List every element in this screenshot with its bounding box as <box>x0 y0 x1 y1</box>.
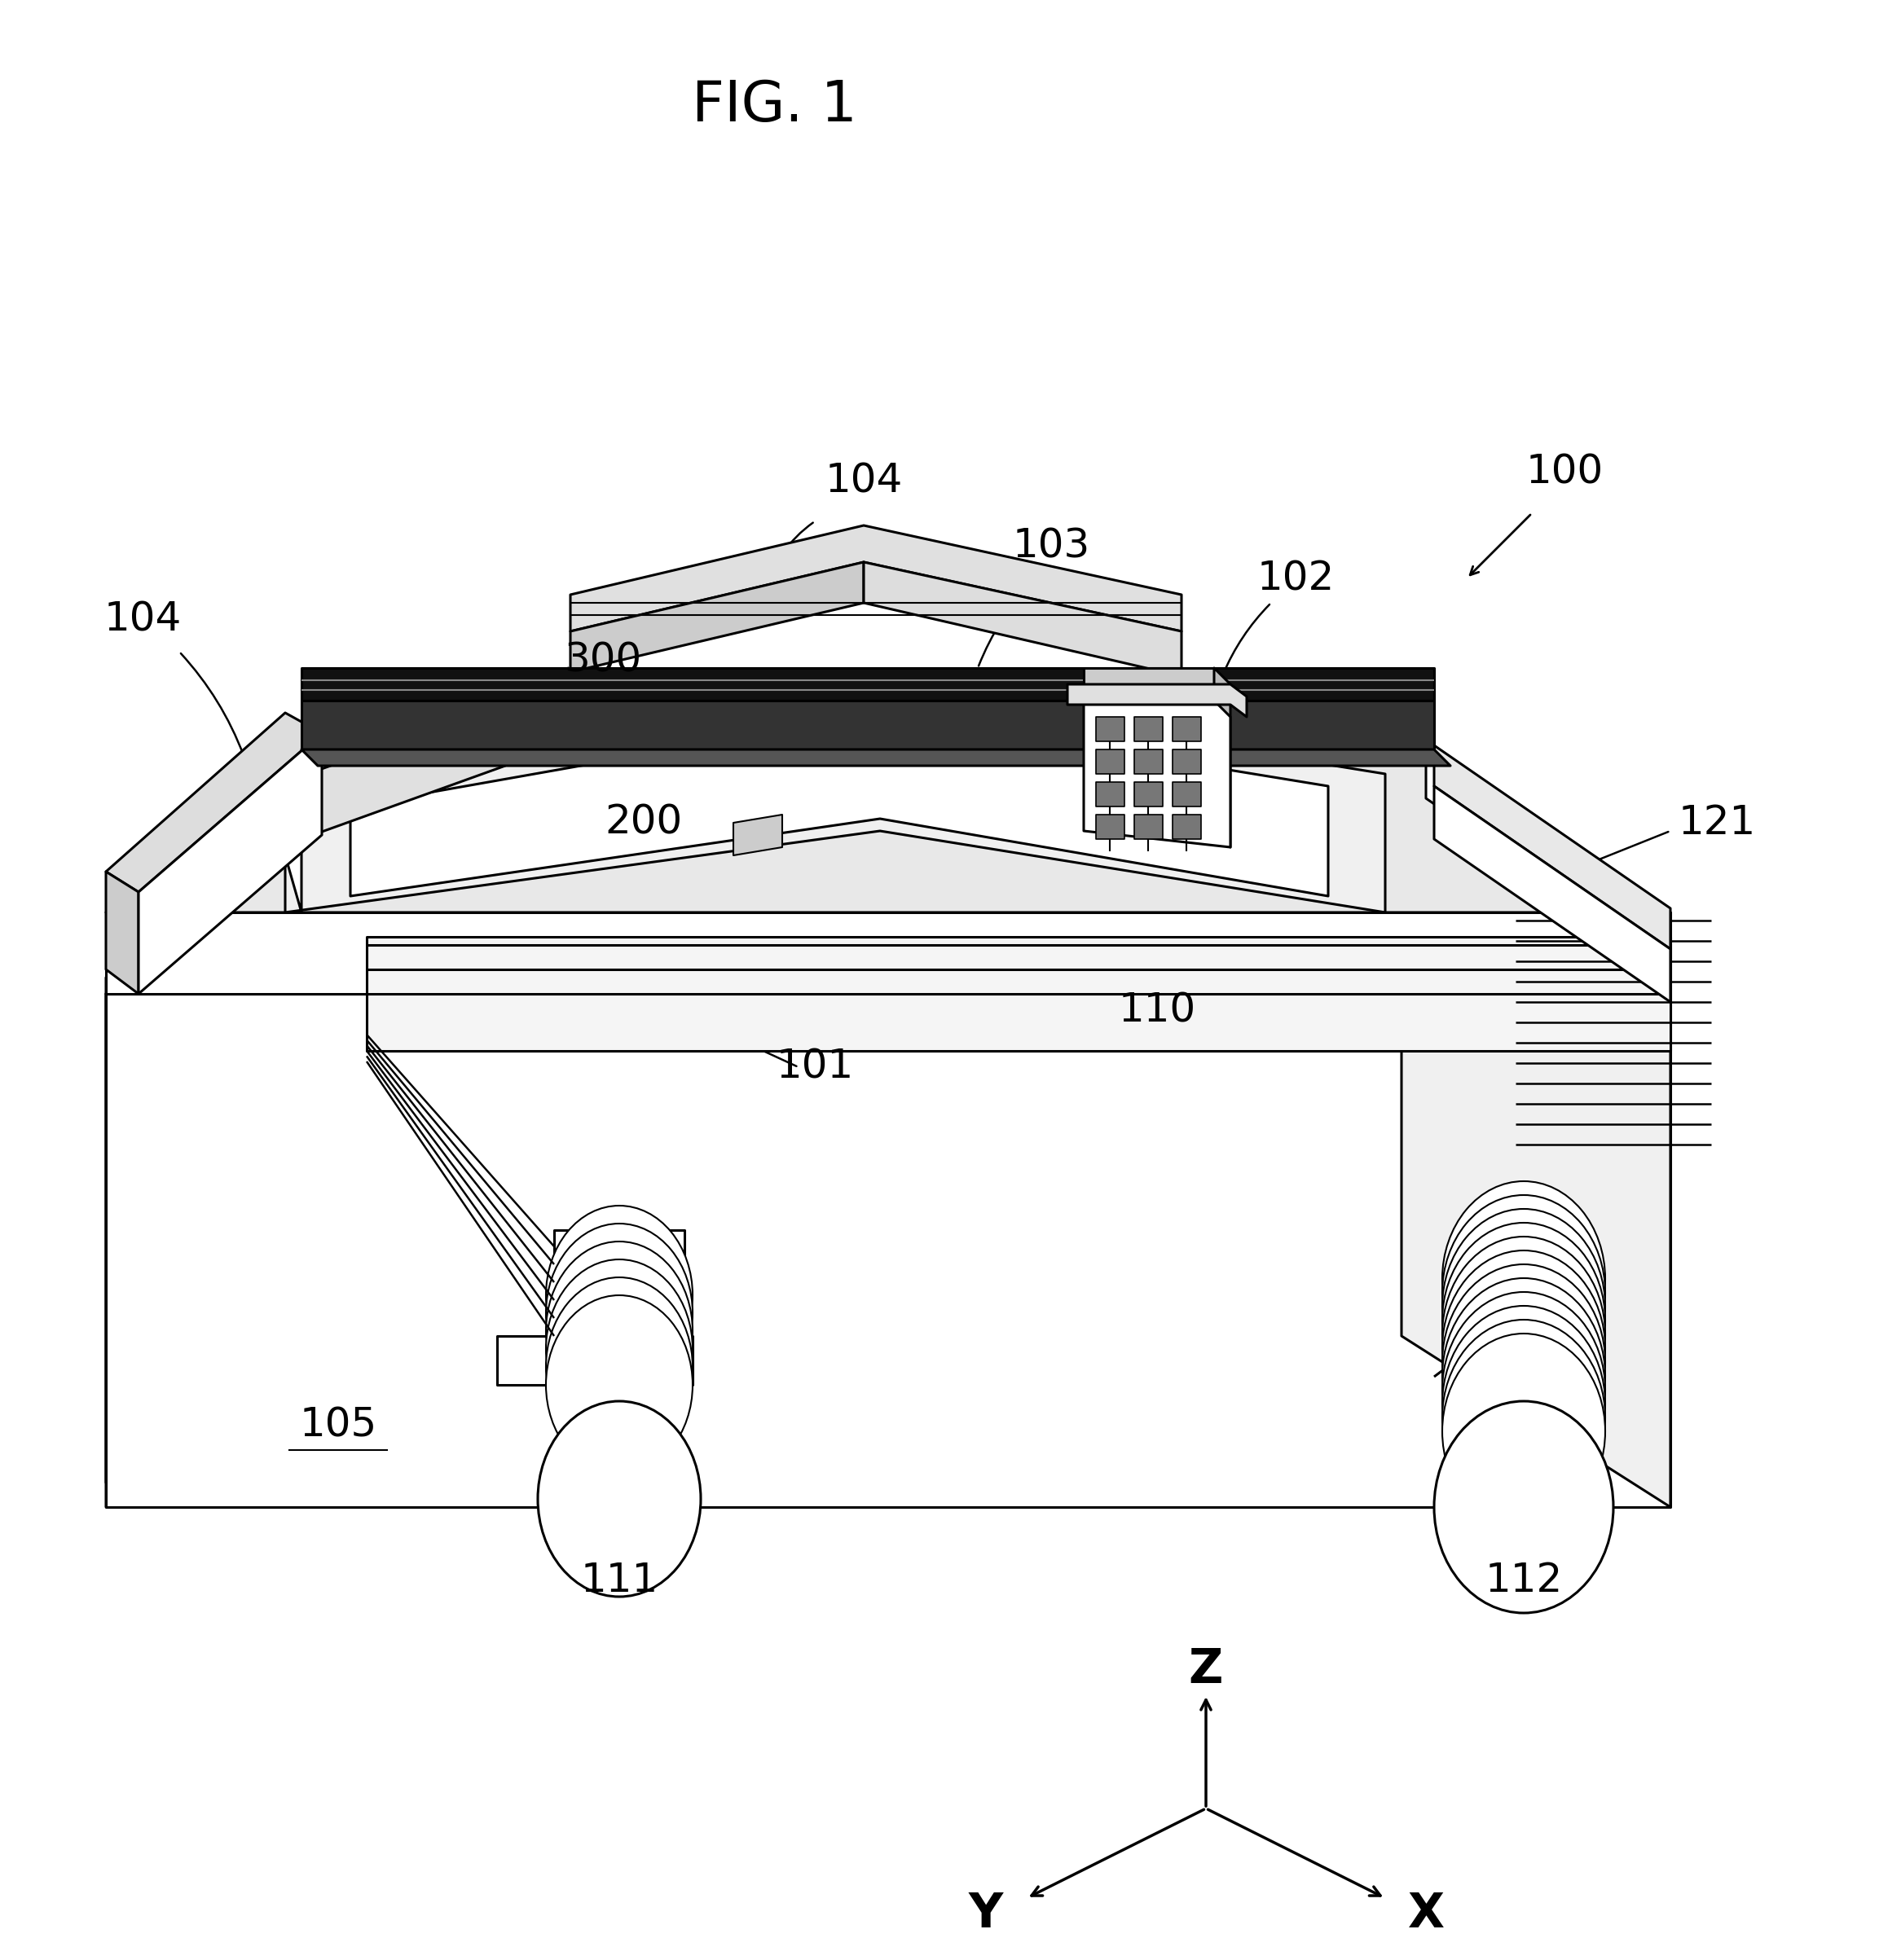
Polygon shape <box>570 563 863 672</box>
Text: 102: 102 <box>1257 559 1335 598</box>
Polygon shape <box>106 823 359 1482</box>
Text: Y: Y <box>970 1891 1004 1938</box>
Ellipse shape <box>546 1296 692 1474</box>
Polygon shape <box>1135 815 1163 839</box>
Ellipse shape <box>1443 1223 1604 1419</box>
Polygon shape <box>863 563 1182 676</box>
Polygon shape <box>1433 745 1671 949</box>
Polygon shape <box>285 782 302 913</box>
Ellipse shape <box>1443 1292 1604 1488</box>
Ellipse shape <box>1443 1278 1604 1474</box>
Text: 100: 100 <box>1527 453 1603 492</box>
Polygon shape <box>1097 717 1125 741</box>
Polygon shape <box>302 700 1433 749</box>
Polygon shape <box>367 937 1671 1051</box>
Polygon shape <box>1433 786 1671 1002</box>
Polygon shape <box>106 749 1671 913</box>
Text: 101: 101 <box>776 1047 854 1086</box>
Ellipse shape <box>1443 1264 1604 1460</box>
Polygon shape <box>1135 782 1163 806</box>
Polygon shape <box>496 1231 692 1386</box>
Polygon shape <box>1173 749 1201 774</box>
Polygon shape <box>1215 668 1230 847</box>
Ellipse shape <box>546 1205 692 1386</box>
Text: FIG. 1: FIG. 1 <box>692 78 857 133</box>
Ellipse shape <box>546 1241 692 1421</box>
Ellipse shape <box>538 1401 701 1597</box>
Polygon shape <box>1097 815 1125 839</box>
Polygon shape <box>1084 668 1215 700</box>
Text: 200: 200 <box>605 804 682 843</box>
Polygon shape <box>1097 749 1125 774</box>
Polygon shape <box>1068 684 1247 717</box>
Text: X: X <box>1407 1891 1445 1938</box>
Polygon shape <box>1097 782 1125 806</box>
Polygon shape <box>106 913 1671 994</box>
Polygon shape <box>106 713 321 892</box>
Polygon shape <box>350 713 1329 896</box>
Polygon shape <box>106 994 1671 1507</box>
Ellipse shape <box>1443 1237 1604 1433</box>
Ellipse shape <box>1443 1319 1604 1515</box>
Ellipse shape <box>546 1278 692 1456</box>
Polygon shape <box>1173 717 1201 741</box>
Polygon shape <box>570 525 1182 631</box>
Ellipse shape <box>1443 1196 1604 1390</box>
Text: 103: 103 <box>1013 525 1089 564</box>
Polygon shape <box>302 749 1450 766</box>
Polygon shape <box>106 831 285 1507</box>
Polygon shape <box>1135 749 1163 774</box>
Polygon shape <box>285 692 1386 913</box>
Polygon shape <box>285 710 506 839</box>
Text: 121: 121 <box>1679 804 1757 843</box>
Polygon shape <box>734 815 781 855</box>
Text: 104: 104 <box>825 461 903 500</box>
Text: 105: 105 <box>298 1405 376 1445</box>
Polygon shape <box>1173 815 1201 839</box>
Text: 104: 104 <box>105 600 181 639</box>
Ellipse shape <box>546 1260 692 1439</box>
Ellipse shape <box>1443 1333 1604 1529</box>
Polygon shape <box>1135 717 1163 741</box>
Text: 110: 110 <box>1118 990 1196 1029</box>
Ellipse shape <box>1443 1305 1604 1501</box>
Text: Z: Z <box>1188 1646 1222 1693</box>
Ellipse shape <box>1443 1209 1604 1405</box>
Text: 300: 300 <box>565 641 643 680</box>
Polygon shape <box>1426 749 1671 966</box>
Ellipse shape <box>546 1223 692 1403</box>
Polygon shape <box>139 733 321 994</box>
Ellipse shape <box>1443 1250 1604 1446</box>
Polygon shape <box>1173 782 1201 806</box>
Polygon shape <box>302 668 1433 700</box>
Polygon shape <box>1401 831 1671 1507</box>
Polygon shape <box>106 831 1671 994</box>
Ellipse shape <box>1433 1401 1614 1613</box>
Text: 111: 111 <box>580 1560 658 1599</box>
Polygon shape <box>106 872 139 994</box>
Polygon shape <box>1084 700 1230 847</box>
Ellipse shape <box>1443 1182 1604 1376</box>
Text: 112: 112 <box>1485 1560 1563 1599</box>
